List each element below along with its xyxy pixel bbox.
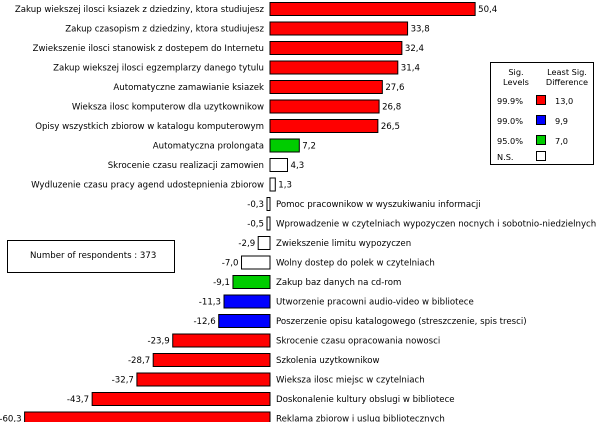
- legend-difference: 7,0: [555, 136, 569, 146]
- legend-level: 99.0%: [497, 116, 524, 126]
- legend-level: 95.0%: [497, 136, 524, 146]
- legend-swatch-green: [536, 135, 546, 145]
- category-label: Zakup wiekszej ilosci egzemplarzy danego…: [53, 64, 264, 74]
- value-label: -60,3: [0, 415, 22, 422]
- value-label: 7,2: [302, 142, 316, 152]
- bar: [269, 2, 476, 16]
- legend-level: N.S.: [497, 152, 514, 162]
- bar: [269, 80, 383, 94]
- value-label: -9,1: [213, 278, 230, 288]
- bar: [269, 138, 300, 153]
- category-label: Szkolenia uzytkownikow: [276, 356, 380, 366]
- legend-difference: 13,0: [555, 96, 574, 106]
- bar: [232, 275, 271, 289]
- value-label: -7,0: [222, 259, 239, 269]
- category-label: Automatyczne zamawianie ksiazek: [113, 83, 264, 93]
- category-label: Utworzenie pracowni audio-video w biblio…: [276, 298, 474, 308]
- legend-header-levels: Sig. Levels: [503, 67, 529, 87]
- value-label: -0,5: [247, 220, 264, 230]
- category-label: Wolny dostep do polek w czytelniach: [276, 259, 435, 269]
- bar: [91, 392, 271, 406]
- bar: [269, 177, 276, 192]
- bar: [136, 372, 271, 387]
- category-label: Zakup czasopism z dziedziny, ktora studi…: [65, 25, 264, 35]
- category-label: Zwiekszenie ilosci stanowisk z dostepem …: [33, 44, 264, 54]
- category-label: Wieksza ilosc miejsc w czytelniach: [276, 376, 425, 386]
- legend-swatch-red: [536, 95, 546, 105]
- respondents-box: Number of respondents : 373: [7, 240, 175, 273]
- bar: [269, 158, 289, 172]
- bar: [269, 60, 399, 75]
- bar: [24, 411, 271, 422]
- bar: [266, 216, 271, 231]
- category-label: Reklama zbiorow i uslug bibliotecznych: [276, 415, 445, 422]
- category-label: Wydluzenie czasu pracy agend udostepnien…: [31, 181, 264, 191]
- value-label: 50,4: [478, 5, 497, 15]
- legend-row: 95.0% 7,0: [491, 133, 595, 149]
- category-label: Opisy wszystkich zbiorow w katalogu komp…: [35, 122, 264, 132]
- bar: [152, 353, 271, 367]
- bar: [269, 41, 403, 55]
- value-label: -32,7: [112, 376, 134, 386]
- bar: [241, 255, 271, 270]
- bar: [257, 236, 271, 250]
- value-label: 27,6: [385, 83, 404, 93]
- legend-header-difference: Least Sig. Difference: [545, 67, 589, 87]
- bar: [269, 99, 380, 114]
- bar: [218, 314, 271, 328]
- category-label: Wieksza ilosc komputerow dla uzytkowniko…: [72, 103, 264, 113]
- value-label: -2,9: [238, 239, 255, 249]
- value-label: -11,3: [199, 298, 221, 308]
- category-label: Pomoc pracownikow w wyszukiwaniu informa…: [276, 200, 481, 210]
- value-label: 31,4: [401, 64, 420, 74]
- value-label: 26,5: [381, 122, 400, 132]
- value-label: 1,3: [278, 181, 292, 191]
- legend-difference: 9,9: [555, 116, 569, 126]
- value-label: 26,8: [382, 103, 401, 113]
- category-label: Zwiekszenie limitu wypozyczen: [276, 239, 411, 249]
- category-label: Skrocenie czasu realizacji zamowien: [108, 161, 264, 171]
- category-label: Automatyczna prolongata: [153, 142, 264, 152]
- bar: [266, 197, 271, 211]
- category-label: Zakup baz danych na cd-rom: [276, 278, 401, 288]
- legend: Sig. Levels Least Sig. Difference 99.9% …: [490, 62, 594, 165]
- bar: [269, 119, 379, 133]
- legend-swatch-white: [536, 151, 546, 161]
- value-label: 32,4: [405, 44, 424, 54]
- bar: [223, 294, 271, 309]
- value-label: -0,3: [247, 200, 264, 210]
- value-label: -28,7: [128, 356, 150, 366]
- category-label: Doskonalenie kultury obslugi w bibliotec…: [276, 395, 455, 405]
- value-label: -23,9: [147, 337, 169, 347]
- legend-row: 99.9% 13,0: [491, 93, 595, 109]
- category-label: Skrocenie czasu opracowania nowosci: [276, 337, 440, 347]
- bar: [172, 333, 271, 348]
- category-label: Poszerzenie opisu katalogowego (streszcz…: [276, 317, 527, 327]
- category-label: Zakup wiekszej ilosci ksiazek z dziedzin…: [15, 5, 265, 15]
- legend-level: 99.9%: [497, 96, 524, 106]
- bar: [269, 21, 409, 36]
- value-label: -12,6: [193, 317, 215, 327]
- value-label: 4,3: [291, 161, 305, 171]
- legend-row: N.S.: [491, 149, 595, 165]
- legend-swatch-blue: [536, 115, 546, 125]
- legend-row: 99.0% 9,9: [491, 113, 595, 129]
- value-label: 33,8: [411, 25, 430, 35]
- category-label: Wprowadzenie w czytelniach wypozyczen no…: [276, 220, 596, 230]
- value-label: -43,7: [67, 395, 89, 405]
